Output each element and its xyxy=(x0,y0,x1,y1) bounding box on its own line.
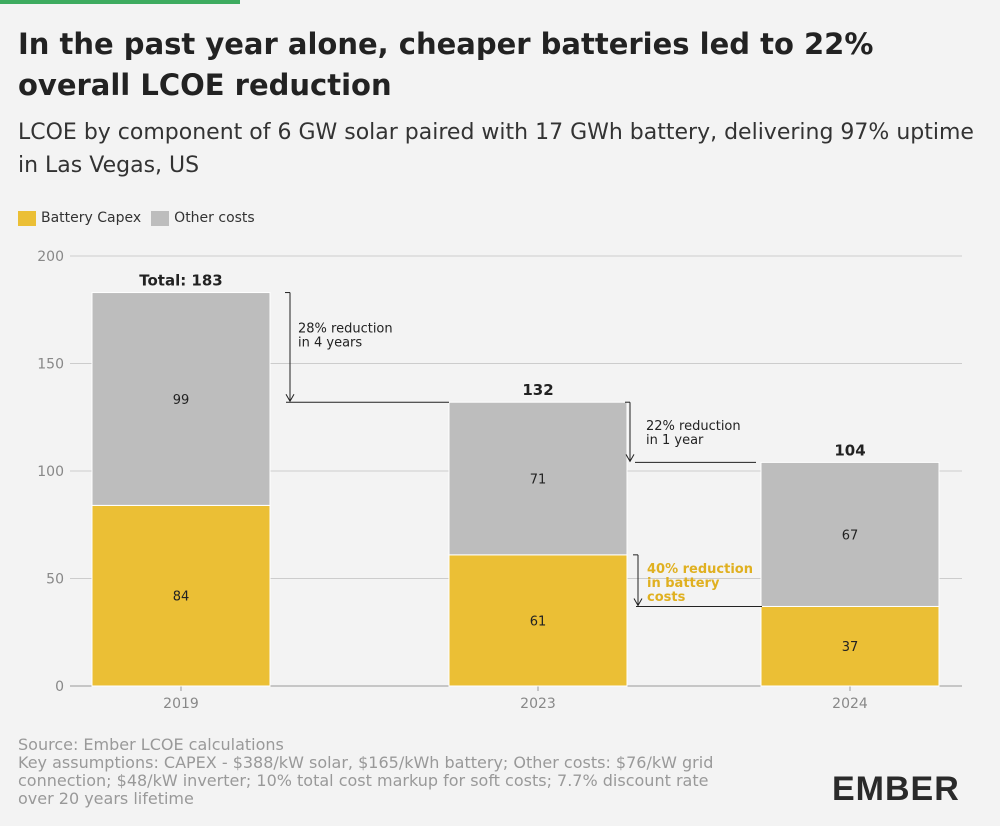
x-tick-label-2023: 2023 xyxy=(520,696,556,712)
bar-battery-2024 xyxy=(760,605,940,687)
annotation-text-3-line-3: costs xyxy=(647,590,686,605)
annotation-arrowhead-1 xyxy=(285,393,295,403)
total-label-2024: 104 xyxy=(834,441,865,459)
legend-label-other: Other costs xyxy=(174,210,255,226)
bar-other-2024 xyxy=(760,461,940,607)
assumptions-line-1: Key assumptions: CAPEX - $388/kW solar, … xyxy=(18,753,714,772)
bar-battery-2023 xyxy=(448,554,628,687)
annotation-text-1-line-2: in 4 years xyxy=(298,336,362,351)
assumptions-line-3: over 20 years lifetime xyxy=(18,789,194,808)
annotation-arrowhead-2 xyxy=(625,454,635,463)
legend-swatch-battery xyxy=(18,210,36,226)
chart-title: In the past year alone, cheaper batterie… xyxy=(18,27,874,102)
data-label-other-2019: 99 xyxy=(173,393,190,408)
y-tick-label-0: 0 xyxy=(55,679,64,695)
bar-other-2023 xyxy=(448,401,628,556)
data-label-battery-2024: 37 xyxy=(842,640,859,655)
y-tick-label-200: 200 xyxy=(37,249,64,265)
total-label-2023: 132 xyxy=(522,381,553,399)
footer-notes: Source: Ember LCOE calculations Key assu… xyxy=(18,736,808,808)
legend-item-battery: Battery Capex xyxy=(18,210,141,226)
data-label-other-2024: 67 xyxy=(842,528,859,543)
annotation-text-3-line-2: in battery xyxy=(647,576,720,591)
legend-swatch-other xyxy=(151,210,170,226)
chart-subtitle: LCOE by component of 6 GW solar paired w… xyxy=(18,120,974,178)
data-label-battery-2023: 61 xyxy=(530,614,547,629)
y-tick-label-150: 150 xyxy=(37,357,64,373)
annotation-arrowhead-3 xyxy=(633,598,643,607)
x-tick-label-2024: 2024 xyxy=(832,696,868,712)
x-tick-label-2019: 2019 xyxy=(163,696,199,712)
annotation-text-2-line-1: 22% reduction xyxy=(646,419,741,434)
data-label-battery-2019: 84 xyxy=(173,590,190,605)
assumptions-line-2: connection; $48/kW inverter; 10% total c… xyxy=(18,771,709,790)
annotation-text-3-line-1: 40% reduction xyxy=(647,562,753,577)
source-note: Source: Ember LCOE calculations xyxy=(18,735,284,754)
bar-battery-2019 xyxy=(91,504,271,687)
top-accent-bar xyxy=(0,0,240,4)
legend-item-other: Other costs xyxy=(151,210,255,226)
stacked-bar-chart: 0 50 100 150 200 2019 84 99 Total: 183 2023 61 71 13… xyxy=(37,249,962,712)
data-label-other-2023: 71 xyxy=(530,473,547,488)
legend: Battery Capex Other costs xyxy=(18,210,265,226)
bar-other-2019 xyxy=(91,292,271,506)
annotation-text-2-line-2: in 1 year xyxy=(646,433,704,448)
y-tick-label-100: 100 xyxy=(37,464,64,480)
total-label-2019: Total: 183 xyxy=(139,272,223,290)
y-tick-label-50: 50 xyxy=(46,572,64,588)
annotation-text-1-line-1: 28% reduction xyxy=(298,322,393,337)
ember-logo: EMBER xyxy=(832,770,960,808)
legend-label-battery: Battery Capex xyxy=(41,210,142,226)
